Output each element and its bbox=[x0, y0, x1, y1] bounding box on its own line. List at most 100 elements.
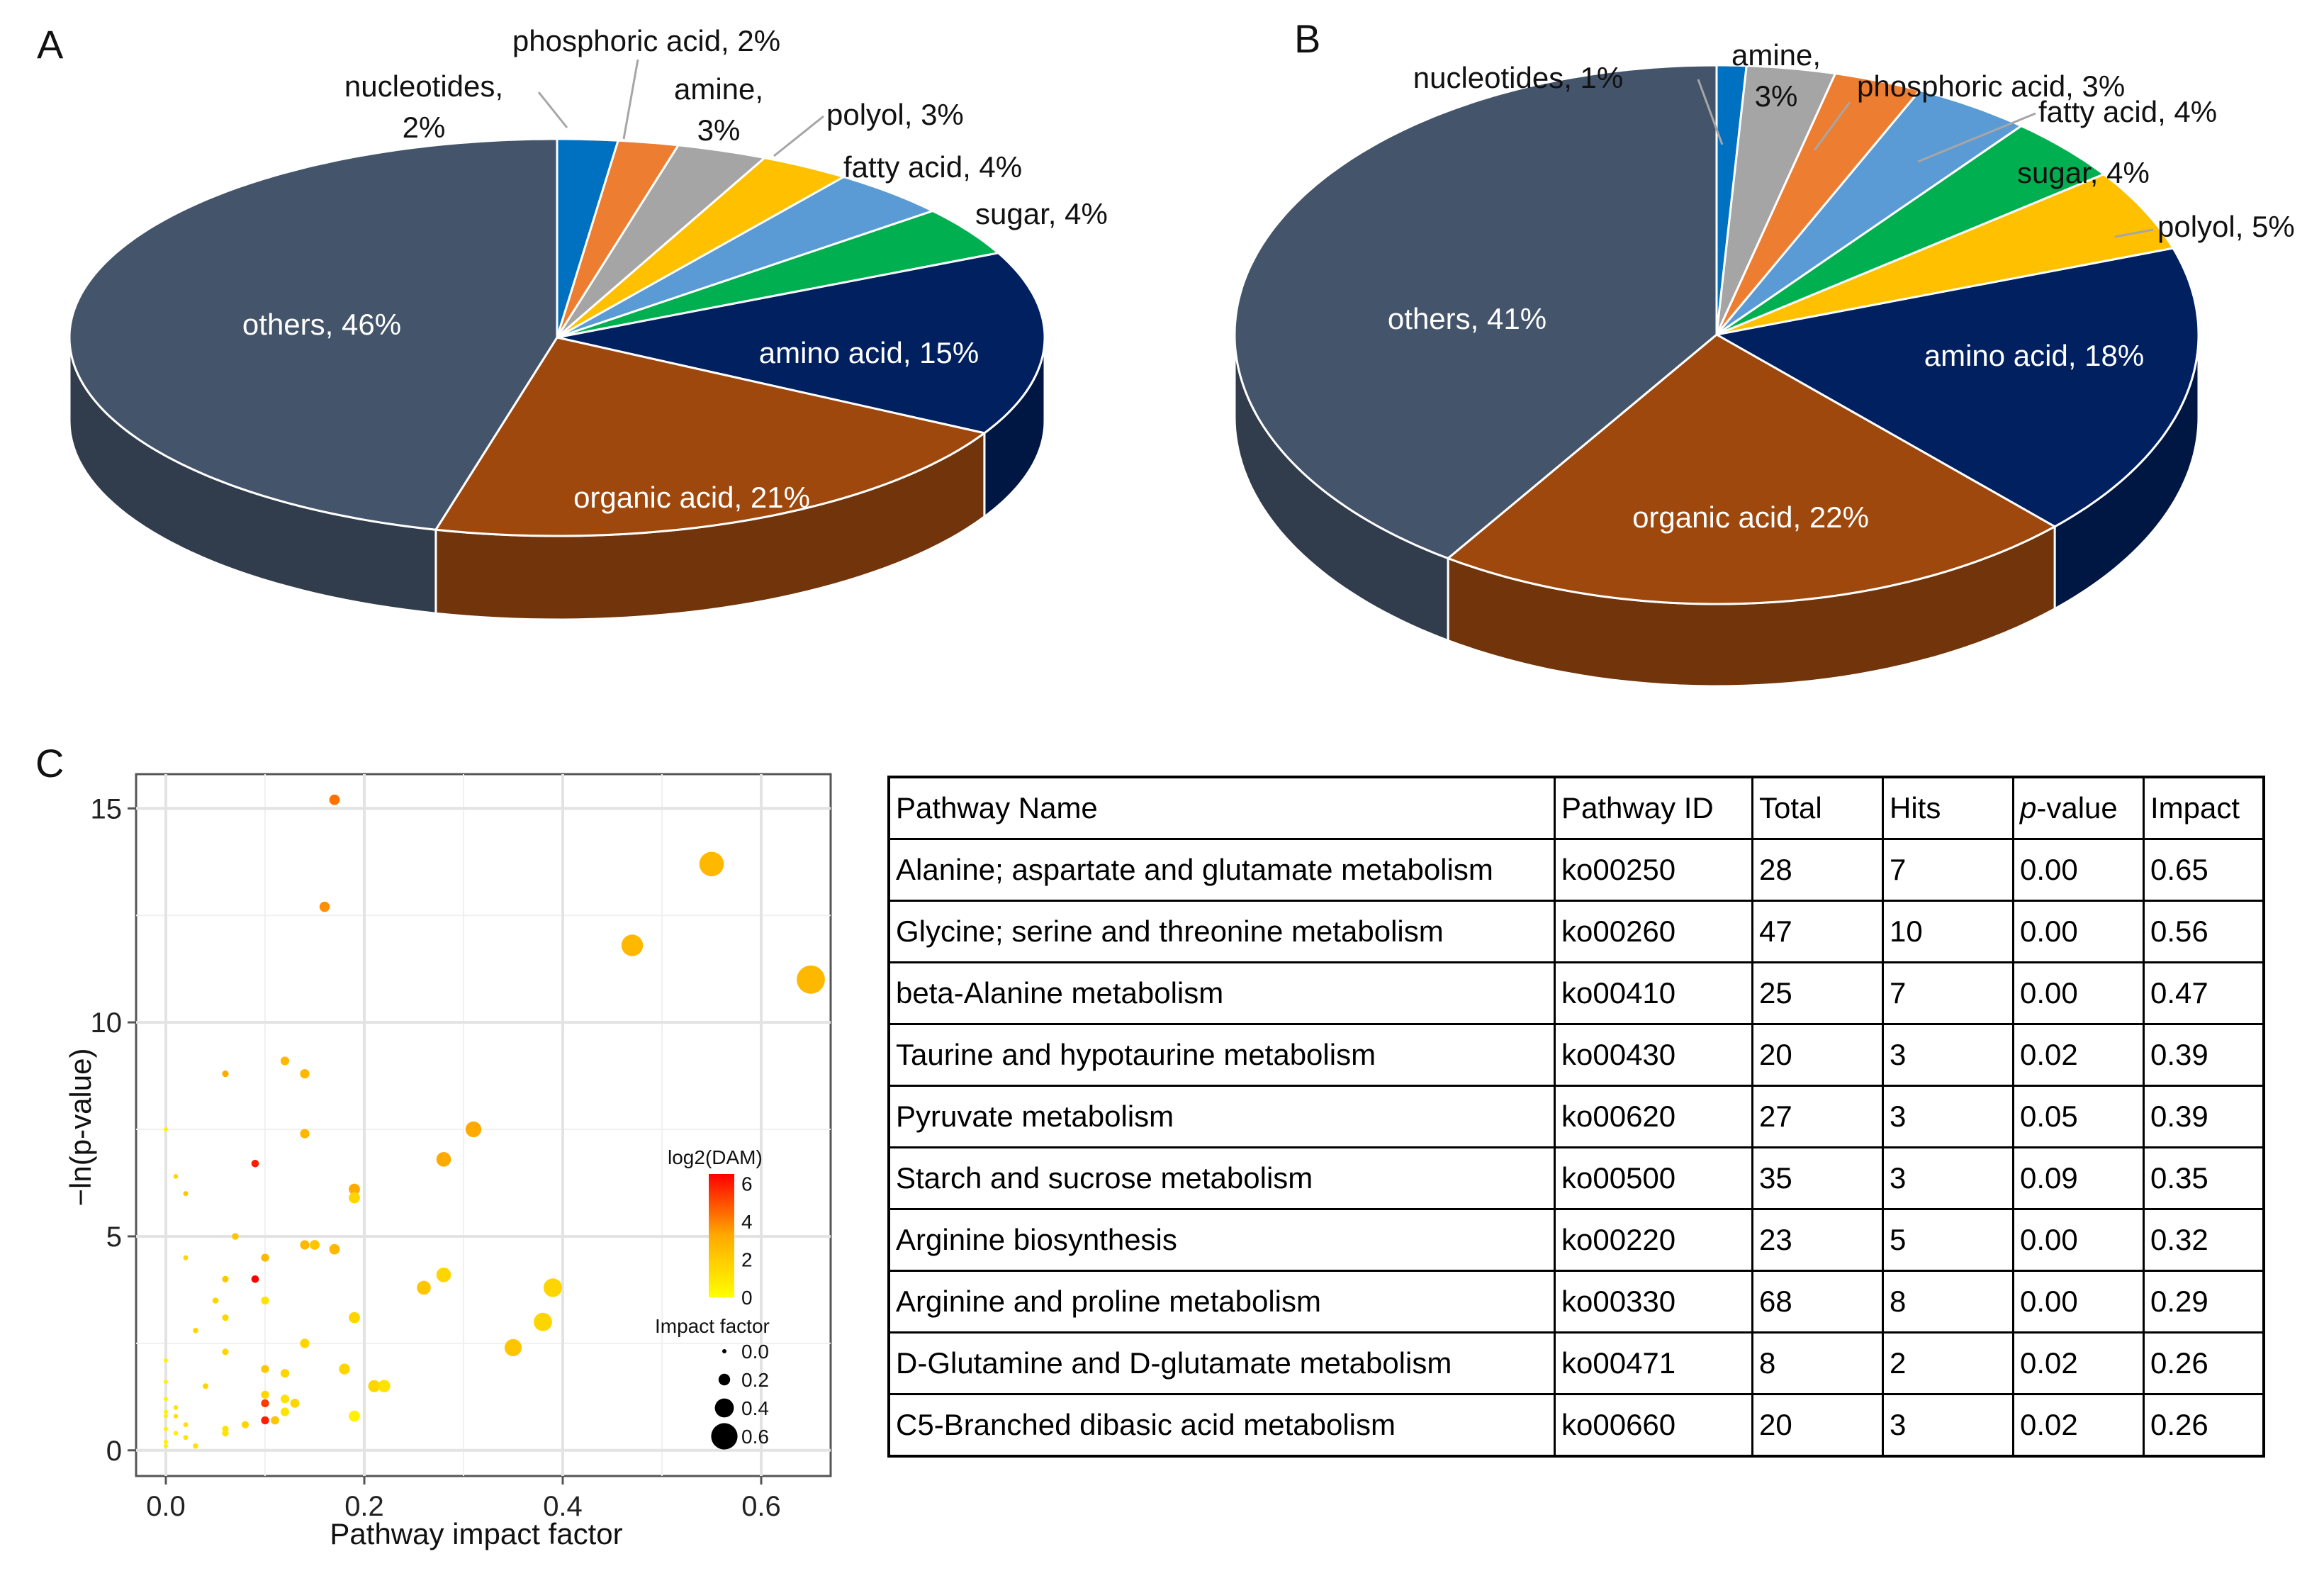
pie-label-amine-pct: 3% bbox=[697, 113, 741, 147]
pie-labels: nucleotides, 2% phosphoric acid, 2% amine, 3… bbox=[242, 24, 1108, 514]
plot-background bbox=[135, 773, 832, 1477]
pie-top bbox=[1233, 64, 2200, 605]
cell-p-value: 0.00 bbox=[2012, 838, 2145, 902]
cell-pathway-id: ko00500 bbox=[1554, 1146, 1753, 1210]
cell-total: 20 bbox=[1751, 1023, 1884, 1087]
cell-hits: 10 bbox=[1882, 900, 2014, 963]
scatter-point bbox=[261, 1416, 269, 1425]
leader-line-nucleotides bbox=[1697, 79, 1724, 145]
color-bar-tick-label: 0 bbox=[741, 1287, 753, 1309]
scatter-point bbox=[349, 1183, 360, 1195]
scatter-point bbox=[349, 1410, 360, 1422]
col-header-p-value: p-value bbox=[2012, 776, 2145, 840]
cell-impact: 0.39 bbox=[2143, 1085, 2265, 1148]
size-legend-dot bbox=[711, 1423, 738, 1450]
legend-size-title: Impact factor bbox=[655, 1315, 770, 1337]
pie-slice-sugar bbox=[1716, 124, 2106, 336]
scatter-point bbox=[797, 965, 825, 994]
cell-hits: 3 bbox=[1882, 1085, 2014, 1148]
cell-pathway-name: C5-Branched dibasic acid metabolism bbox=[887, 1393, 1556, 1458]
scatter-point bbox=[183, 1435, 189, 1441]
pie-label-polyol: polyol, 3% bbox=[826, 98, 964, 131]
pie-slice-amine bbox=[556, 144, 768, 339]
cell-hits: 3 bbox=[1882, 1393, 2014, 1458]
scatter-point bbox=[183, 1255, 189, 1260]
y-tick-label: 10 bbox=[91, 1007, 123, 1039]
scatter-point bbox=[271, 1416, 279, 1425]
table-header-row: Pathway Name Pathway ID Total Hits p-val… bbox=[887, 776, 2265, 840]
table-row: beta-Alanine metabolism ko00410 25 7 0.00 0.4… bbox=[887, 961, 2265, 1025]
scatter-chart-c: 0.0 0.2 0.4 0.6 0 5 10 15 Pathway impact factor… bbox=[64, 773, 832, 1550]
cell-impact: 0.26 bbox=[2143, 1331, 2265, 1395]
scatter-point bbox=[164, 1443, 168, 1448]
scatter-point bbox=[164, 1397, 168, 1402]
scatter-point bbox=[329, 794, 340, 805]
cell-p-value: 0.09 bbox=[2012, 1146, 2145, 1210]
table-row: Pyruvate metabolism ko00620 27 3 0.05 0.39 bbox=[887, 1085, 2265, 1148]
pie-chart-b: nucleotides, 1% amine, 3% phosphoric acid, … bbox=[1233, 38, 2295, 688]
table-row: Taurine and hypotaurine metabolism ko0043… bbox=[887, 1023, 2265, 1087]
size-legend-dot bbox=[722, 1349, 726, 1353]
cell-p-value: 0.00 bbox=[2012, 900, 2145, 963]
pie-chart-a: nucleotides, 2% phosphoric acid, 2% amine, 3… bbox=[68, 24, 1108, 621]
pie-slice-phosphoric_acid bbox=[1715, 72, 1922, 335]
x-tick-label: 0.4 bbox=[543, 1491, 583, 1522]
scatter-point bbox=[368, 1380, 381, 1392]
size-legend-label: 0.4 bbox=[741, 1397, 769, 1419]
scatter-point bbox=[183, 1422, 189, 1428]
pie-top bbox=[68, 138, 1046, 537]
size-legend-dot bbox=[714, 1398, 734, 1418]
pie-slice-fatty_acid bbox=[556, 175, 936, 339]
pie-label-fatty_acid: fatty acid, 4% bbox=[2038, 95, 2217, 128]
scatter-point bbox=[300, 1338, 310, 1348]
pie-label-amino_acid: amino acid, 18% bbox=[1924, 339, 2145, 372]
scatter-point bbox=[164, 1380, 168, 1385]
axis-ticks: 0.0 0.2 0.4 0.6 0 5 10 15 bbox=[91, 793, 781, 1522]
pie-label-amine: amine, bbox=[1731, 38, 1821, 72]
scatter-point bbox=[329, 1243, 340, 1255]
cell-impact: 0.35 bbox=[2143, 1146, 2265, 1210]
color-bar-ticks: 6 4 2 0 bbox=[741, 1173, 753, 1309]
pie-label-phosphoric_acid: phosphoric acid, 2% bbox=[512, 24, 780, 57]
scatter-point bbox=[543, 1278, 563, 1297]
cell-hits: 3 bbox=[1882, 1146, 2014, 1210]
cell-pathway-name: Glycine; serine and threonine metabolism bbox=[887, 900, 1556, 963]
scatter-point bbox=[378, 1380, 391, 1392]
scatter-point bbox=[164, 1127, 168, 1131]
scatter-point bbox=[222, 1348, 229, 1355]
pie-slice-amino_acid bbox=[556, 252, 1046, 435]
scatter-point bbox=[222, 1430, 229, 1437]
table-row: Arginine biosynthesis ko00220 23 5 0.00 0.32 bbox=[887, 1208, 2265, 1272]
p-italic: p bbox=[2020, 791, 2037, 824]
cell-total: 20 bbox=[1751, 1393, 1884, 1458]
cell-pathway-name: Taurine and hypotaurine metabolism bbox=[887, 1023, 1556, 1087]
cell-p-value: 0.00 bbox=[2012, 1208, 2145, 1272]
cell-hits: 8 bbox=[1882, 1270, 2014, 1334]
cell-pathway-id: ko00620 bbox=[1554, 1085, 1753, 1148]
scatter-point bbox=[310, 1240, 320, 1250]
cell-pathway-name: Arginine biosynthesis bbox=[887, 1208, 1556, 1272]
pie-label-nucleotides-pct: 2% bbox=[403, 111, 446, 144]
x-axis-title: Pathway impact factor bbox=[330, 1517, 622, 1550]
col-header-impact: Impact bbox=[2143, 776, 2265, 840]
scatter-point bbox=[164, 1426, 168, 1431]
x-tick-label: 0.2 bbox=[344, 1491, 384, 1522]
cell-pathway-id: ko00471 bbox=[1554, 1331, 1753, 1395]
y-tick-label: 5 bbox=[106, 1221, 122, 1253]
scatter-point bbox=[261, 1365, 269, 1373]
cell-p-value: 0.00 bbox=[2012, 961, 2145, 1025]
scatter-points bbox=[164, 794, 825, 1449]
cell-total: 47 bbox=[1751, 900, 1884, 963]
col-header-pathway-id: Pathway ID bbox=[1554, 776, 1753, 840]
table-row: C5-Branched dibasic acid metabolism ko006… bbox=[887, 1393, 2265, 1458]
scatter-point bbox=[193, 1443, 198, 1449]
color-bar-tick-label: 4 bbox=[741, 1211, 753, 1233]
scatter-point bbox=[417, 1280, 431, 1295]
scatter-point bbox=[222, 1314, 229, 1321]
cell-impact: 0.26 bbox=[2143, 1393, 2265, 1458]
x-tick-label: 0.6 bbox=[741, 1491, 781, 1522]
scatter-point bbox=[222, 1070, 229, 1078]
pie-labels: nucleotides, 1% amine, 3% phosphoric acid, … bbox=[1388, 38, 2295, 534]
scatter-point bbox=[300, 1129, 310, 1139]
